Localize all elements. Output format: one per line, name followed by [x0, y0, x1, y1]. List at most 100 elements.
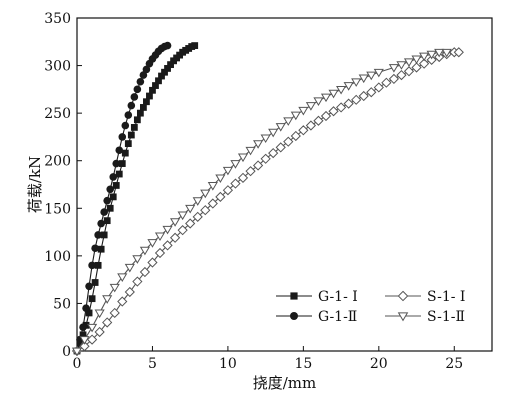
data-point [275, 142, 286, 153]
data-point [91, 279, 99, 286]
data-point [222, 185, 234, 196]
y-tick-label: 300 [44, 59, 71, 75]
x-tick-label: 15 [294, 356, 312, 372]
data-point [192, 211, 203, 222]
data-point [112, 159, 121, 168]
data-point [275, 123, 286, 132]
data-point [253, 140, 264, 149]
data-point [94, 309, 105, 319]
data-point [85, 309, 93, 317]
data-point [260, 153, 271, 164]
data-point [154, 247, 166, 259]
data-point [191, 42, 199, 49]
legend-label: G-1- Ⅰ [318, 289, 358, 305]
data-point [290, 292, 298, 300]
data-point [215, 174, 226, 184]
y-tick-label: 350 [44, 11, 71, 27]
data-point [328, 106, 339, 117]
data-point [127, 131, 135, 139]
data-point [252, 160, 264, 171]
data-point [343, 98, 354, 109]
data-point [237, 172, 249, 183]
data-point [124, 111, 133, 119]
x-tick-label: 10 [219, 356, 237, 372]
data-point [200, 205, 211, 216]
data-point [185, 218, 196, 229]
data-point [103, 196, 111, 205]
data-point [268, 147, 279, 159]
data-point [305, 120, 317, 131]
y-axis-title: 荷载/kN [26, 156, 44, 213]
data-point [147, 257, 158, 268]
data-point [115, 170, 123, 178]
data-point [127, 101, 136, 110]
data-point [320, 110, 332, 122]
data-point [222, 166, 233, 176]
legend-item-1: G-1- Ⅰ [276, 289, 358, 305]
data-point [162, 225, 173, 235]
data-point [396, 69, 407, 81]
data-point [155, 77, 162, 85]
series-layer [71, 41, 464, 357]
data-point [215, 191, 226, 202]
data-point [164, 65, 171, 72]
data-point [139, 266, 151, 278]
data-point [103, 217, 111, 225]
data-point [170, 218, 181, 227]
data-point [109, 283, 120, 293]
data-point [82, 304, 90, 312]
data-point [142, 65, 151, 74]
data-point [403, 58, 415, 67]
data-point [79, 331, 87, 339]
data-point [106, 185, 114, 194]
series-line [76, 51, 459, 352]
data-point [358, 74, 369, 84]
data-point [87, 323, 98, 333]
data-point [351, 94, 362, 105]
data-point [397, 290, 409, 302]
data-point [139, 71, 148, 79]
data-point [132, 276, 143, 287]
data-point [147, 239, 158, 248]
data-point [94, 326, 105, 338]
data-point [124, 140, 132, 147]
data-point [140, 104, 147, 111]
data-point [130, 93, 139, 101]
data-point [305, 102, 316, 111]
data-point [245, 166, 256, 177]
data-point [97, 245, 105, 253]
data-point [418, 58, 430, 69]
data-point [373, 68, 384, 78]
data-point [290, 312, 298, 320]
data-point [124, 263, 135, 273]
data-point [91, 244, 99, 253]
data-point [419, 52, 430, 62]
data-point [396, 61, 407, 70]
data-point [207, 198, 218, 209]
data-point [97, 219, 105, 228]
y-tick-label: 50 [53, 296, 71, 312]
data-point [388, 73, 400, 84]
data-point [106, 204, 114, 212]
data-point [112, 182, 120, 189]
data-point [109, 173, 118, 181]
data-point [133, 116, 141, 124]
legend: G-1- Ⅰ G-1-Ⅱ S-1- Ⅰ S-1-Ⅱ [276, 289, 465, 325]
data-point [79, 336, 90, 345]
x-tick-label: 0 [73, 356, 82, 372]
data-point [121, 149, 129, 157]
data-point [268, 128, 279, 138]
y-tick-label: 250 [44, 106, 71, 122]
data-point [154, 232, 166, 242]
data-point [336, 85, 347, 95]
data-point [102, 317, 113, 328]
data-point [230, 160, 241, 169]
data-point [434, 48, 445, 58]
data-point [358, 90, 369, 102]
data-point [118, 160, 126, 167]
legend-label: S-1- Ⅰ [427, 289, 465, 305]
data-point [381, 77, 392, 88]
data-point [115, 146, 124, 155]
data-point [94, 261, 102, 269]
